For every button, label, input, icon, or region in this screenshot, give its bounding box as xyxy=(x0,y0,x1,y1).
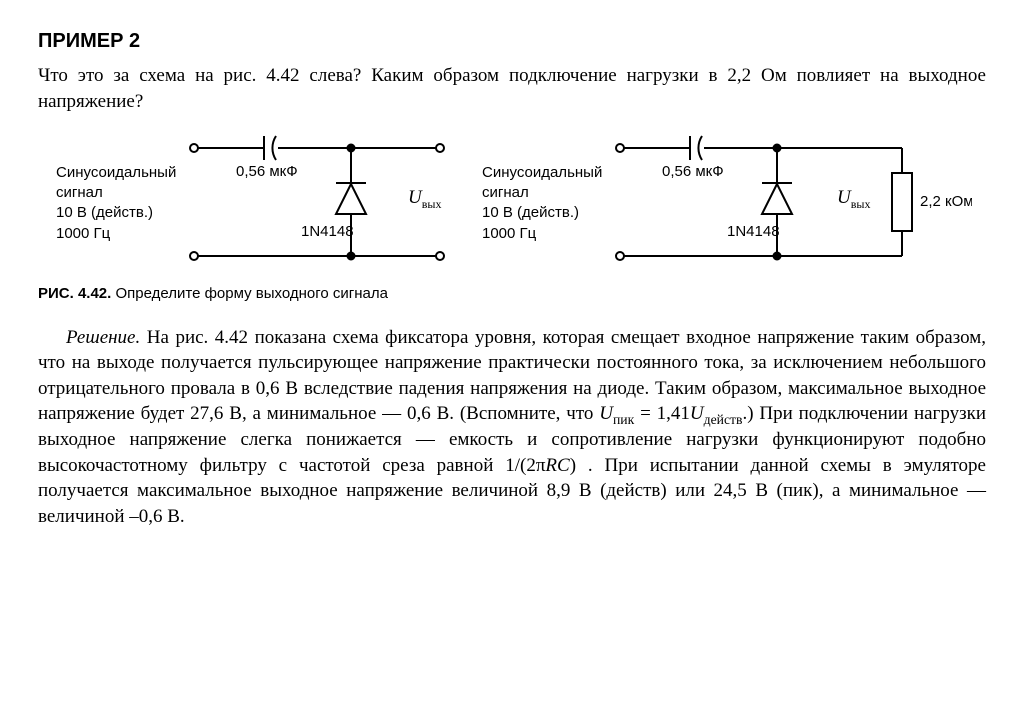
figure-row: Синусоидальный сигнал 10 В (действ.) 100… xyxy=(56,128,986,278)
formula-upik: Uпик = 1,41Uдейств. xyxy=(599,403,747,424)
src-r3: 10 В (действ.) xyxy=(482,204,579,221)
uout-right: Uвых xyxy=(837,187,870,211)
question-text: Что это за схема на рис. 4.42 слева? Как… xyxy=(38,63,986,114)
circuit-right-svg: 0,56 мкФ 1N4148 Uвых 2,2 кОм xyxy=(612,128,972,278)
src-r1: Синусоидальный xyxy=(482,164,602,181)
diode-label-left: 1N4148 xyxy=(301,223,354,240)
circuit-left: Синусоидальный сигнал 10 В (действ.) 100… xyxy=(56,128,456,278)
cap-label-right: 0,56 мкФ xyxy=(662,163,724,180)
src-r2: сигнал xyxy=(482,184,529,201)
fig-caption-rest: Определите форму выходного сигнала xyxy=(111,285,388,302)
uout-left: Uвых xyxy=(408,187,441,211)
src-l3: 10 В (действ.) xyxy=(56,204,153,221)
source-label-right: Синусоидальный сигнал 10 В (действ.) 100… xyxy=(482,163,612,244)
formula-cutoff: 1/(2πRC) xyxy=(505,455,576,476)
src-l2: сигнал xyxy=(56,184,103,201)
figure-caption: РИС. 4.42. Определите форму выходного си… xyxy=(38,284,986,304)
cap-label-left: 0,56 мкФ xyxy=(236,163,298,180)
load-label: 2,2 кОм xyxy=(920,193,972,210)
circuit-right: Синусоидальный сигнал 10 В (действ.) 100… xyxy=(482,128,972,278)
diode-label-right: 1N4148 xyxy=(727,223,780,240)
solution-lead: Решение. xyxy=(66,327,140,348)
source-label-left: Синусоидальный сигнал 10 В (действ.) 100… xyxy=(56,163,186,244)
src-l4: 1000 Гц xyxy=(56,225,110,242)
fig-caption-bold: РИС. 4.42. xyxy=(38,285,111,302)
example-heading: ПРИМЕР 2 xyxy=(38,28,986,55)
circuit-left-svg: 0,56 мкФ 1N4148 Uвых xyxy=(186,128,456,278)
src-r4: 1000 Гц xyxy=(482,225,536,242)
src-l1: Синусоидальный xyxy=(56,164,176,181)
solution-text: Решение. На рис. 4.42 показана схема фик… xyxy=(38,325,986,530)
